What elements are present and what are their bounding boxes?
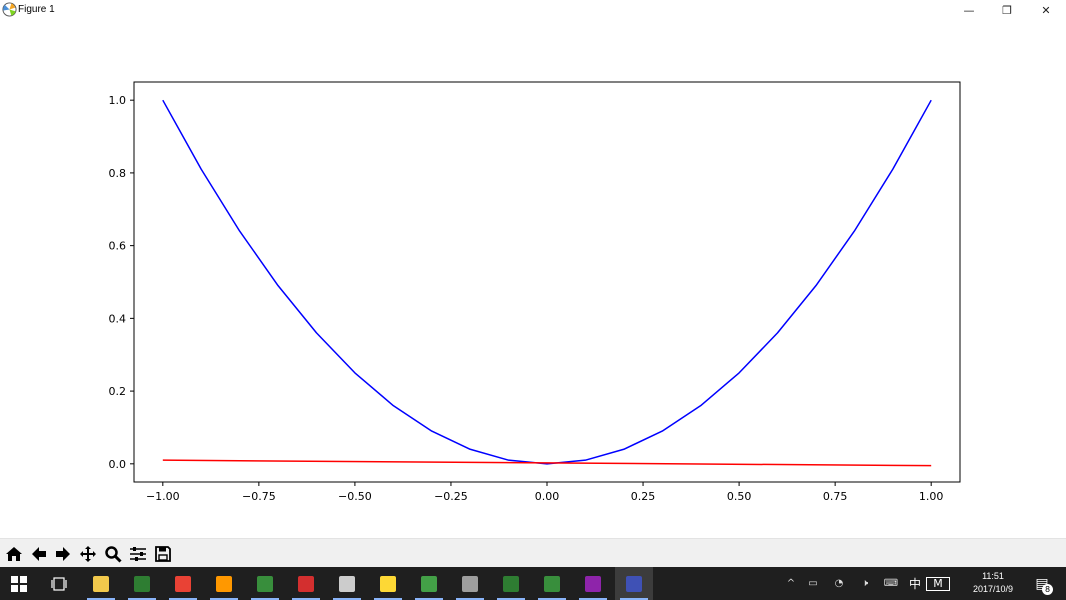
show-hidden-icons-icon[interactable]: ^ <box>786 578 796 589</box>
running-indicator <box>579 598 607 600</box>
chrome-icon <box>175 575 191 592</box>
running-indicator <box>333 598 361 600</box>
maximize-button[interactable]: ❐ <box>1002 3 1012 17</box>
battery-icon[interactable]: ▭ <box>808 578 818 589</box>
taskbar-app-sublime[interactable] <box>205 567 243 600</box>
x-tick-label: −0.25 <box>434 490 468 503</box>
pan-icon[interactable] <box>77 543 99 565</box>
figure-canvas: −1.00 −0.75 −0.50 −0.25 0.00 0.25 0.50 0.75 1.00… <box>0 20 1066 538</box>
x-tick-label: −0.50 <box>338 490 372 503</box>
zoom-icon[interactable] <box>102 543 124 565</box>
feather-icon <box>339 575 355 592</box>
series-line-0 <box>162 99 932 465</box>
save-icon[interactable] <box>152 543 174 565</box>
monitor-icon <box>462 575 478 592</box>
taskbar-app-feather[interactable] <box>328 567 366 600</box>
winrar-icon <box>585 575 601 592</box>
plot-frame <box>133 81 961 483</box>
x-tick-label: −1.00 <box>146 490 180 503</box>
x-tick-label: 0.25 <box>631 490 656 503</box>
x-tick-label: 0.75 <box>823 490 848 503</box>
close-button[interactable]: ✕ <box>1041 3 1051 17</box>
running-indicator <box>169 598 197 600</box>
taskbar-app-winrar[interactable] <box>574 567 612 600</box>
running-indicator <box>415 598 443 600</box>
running-indicator <box>497 598 525 600</box>
y-tick-label: 0.4 <box>109 312 127 325</box>
running-indicator <box>620 598 648 600</box>
task-view-icon <box>51 576 67 591</box>
minimize-button[interactable]: — <box>963 3 975 17</box>
configure-subplots-icon[interactable] <box>127 543 149 565</box>
file-explorer-icon <box>93 575 109 592</box>
taskbar-app-app-1[interactable] <box>246 567 284 600</box>
running-indicator <box>210 598 238 600</box>
vim-icon <box>544 575 560 592</box>
y-tick-label: 1.0 <box>109 94 127 107</box>
wifi-icon[interactable]: ◔ <box>834 578 844 589</box>
task-view-button[interactable] <box>40 567 78 600</box>
notification-count: 8 <box>1042 584 1053 595</box>
y-tick-label: 0.8 <box>109 167 127 180</box>
running-indicator <box>87 598 115 600</box>
taskbar: ^ ▭ ◔ 🕨 ⌨ 中 M 11:51 2017/10/9 ▤ 8 <box>0 567 1066 600</box>
clock-time: 11:51 <box>982 571 1004 581</box>
forward-icon[interactable] <box>52 543 74 565</box>
wechat-icon <box>421 575 437 592</box>
running-indicator <box>456 598 484 600</box>
running-indicator <box>374 598 402 600</box>
taskbar-app-chrome[interactable] <box>164 567 202 600</box>
y-tick-label: 0.0 <box>109 458 127 471</box>
action-center-button[interactable]: ▤ 8 <box>1030 567 1054 600</box>
system-tray: ^ ▭ ◔ 🕨 ⌨ 中 M <box>782 567 950 600</box>
y-tick-label: 0.6 <box>109 240 127 253</box>
taskbar-app-wechat[interactable] <box>410 567 448 600</box>
window-title: Figure 1 <box>18 4 55 15</box>
back-icon[interactable] <box>28 543 50 565</box>
ime-mode[interactable]: M <box>926 576 950 591</box>
taskbar-app-monitor[interactable] <box>451 567 489 600</box>
home-icon[interactable] <box>3 543 25 565</box>
taskbar-app-wps[interactable] <box>287 567 325 600</box>
series-line-1 <box>162 459 932 467</box>
running-indicator <box>128 598 156 600</box>
window-titlebar: Figure 1 — ❐ ✕ <box>0 0 1066 20</box>
taskbar-app-terminal[interactable] <box>123 567 161 600</box>
x-tick-label: 0.00 <box>535 490 560 503</box>
running-indicator <box>538 598 566 600</box>
volume-icon[interactable]: 🕨 <box>861 578 869 589</box>
taskbar-app-spreadsheet[interactable] <box>492 567 530 600</box>
windows-logo-icon <box>11 575 27 592</box>
y-tick-label: 0.2 <box>109 385 127 398</box>
python-icon <box>626 575 642 592</box>
spreadsheet-icon <box>503 575 519 592</box>
taskbar-app-python[interactable] <box>615 567 653 600</box>
keyboard-icon[interactable]: ⌨ <box>883 578 899 589</box>
taskbar-app-vim[interactable] <box>533 567 571 600</box>
terminal-icon <box>134 575 150 592</box>
running-indicator <box>292 598 320 600</box>
taskbar-app-file-explorer[interactable] <box>82 567 120 600</box>
ime-language[interactable]: 中 <box>908 577 921 591</box>
x-tick-label: −0.75 <box>242 490 276 503</box>
app-icon-1 <box>257 575 273 592</box>
start-button[interactable] <box>0 567 38 600</box>
taskbar-app-sticky-notes[interactable] <box>369 567 407 600</box>
x-tick-label: 1.00 <box>919 490 944 503</box>
matplotlib-app-icon <box>2 2 17 17</box>
navigation-toolbar <box>0 538 1066 567</box>
line-chart: −1.00 −0.75 −0.50 −0.25 0.00 0.25 0.50 0.75 1.00… <box>109 81 961 503</box>
sticky-notes-icon <box>380 575 396 592</box>
wps-icon <box>298 575 314 592</box>
sublime-icon <box>216 575 232 592</box>
x-tick-label: 0.50 <box>727 490 752 503</box>
clock[interactable]: 11:51 2017/10/9 <box>962 570 1024 596</box>
clock-date: 2017/10/9 <box>972 584 1014 594</box>
running-indicator <box>251 598 279 600</box>
